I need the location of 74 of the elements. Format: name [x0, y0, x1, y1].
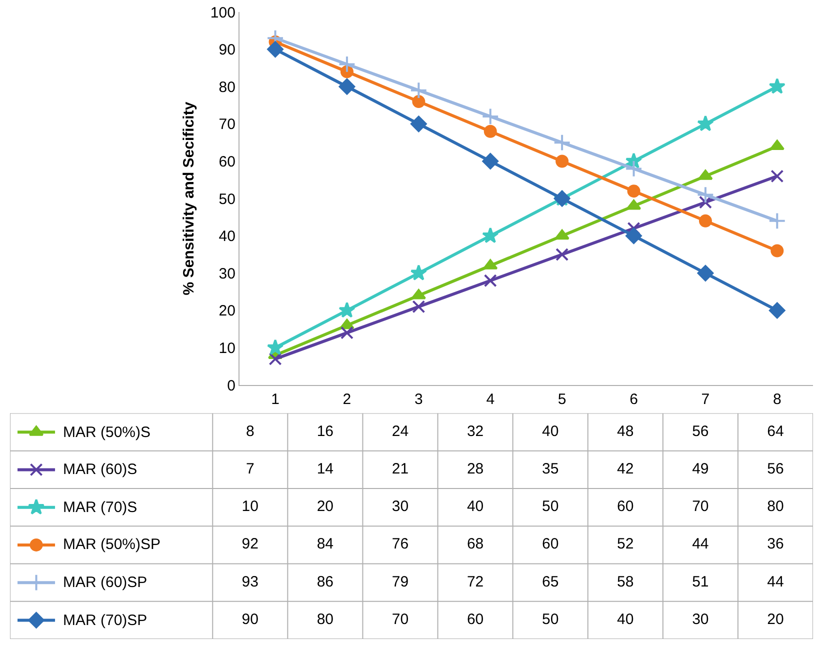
data-label: 14: [316, 460, 334, 478]
legend-label: MAR (70)S: [63, 499, 138, 516]
data-label: 44: [692, 536, 709, 553]
data-label: 70: [392, 610, 409, 628]
y-tick-label: 100: [210, 4, 236, 22]
data-label: 10: [242, 498, 258, 516]
data-label: 51: [692, 573, 709, 590]
data-label: 60: [466, 610, 484, 628]
data-label: 72: [466, 573, 484, 590]
data-label: 42: [617, 460, 634, 478]
data-label: 44: [767, 573, 784, 590]
data-label: 86: [316, 573, 334, 590]
legend-label: MAR (60)SP: [63, 574, 148, 591]
data-label: 40: [466, 498, 484, 516]
data-label: 32: [466, 422, 484, 440]
data-label: 16: [316, 422, 334, 440]
data-label: 40: [617, 610, 634, 628]
x-tick-label: 4: [486, 391, 495, 408]
x-tick-label: 6: [630, 391, 638, 408]
data-label: 70: [692, 498, 709, 516]
y-tick-label: 0: [227, 377, 236, 394]
data-label: 30: [692, 610, 709, 628]
data-label: 90: [242, 610, 258, 628]
data-label: 65: [542, 573, 559, 590]
data-label: 36: [767, 536, 784, 553]
data-label: 50: [542, 498, 559, 516]
data-label: 30: [392, 498, 409, 516]
data-label: 56: [767, 460, 784, 478]
data-label: 24: [392, 422, 409, 440]
data-label: 84: [316, 536, 334, 553]
data-label: 8: [246, 422, 254, 440]
data-label: 48: [617, 422, 634, 440]
data-label: 93: [242, 573, 258, 590]
y-tick-label: 10: [218, 340, 236, 358]
legend-label: MAR (50%)S: [63, 424, 151, 441]
data-label: 80: [316, 610, 334, 628]
data-label: 49: [692, 460, 709, 478]
x-tick-label: 5: [558, 391, 566, 408]
data-label: 21: [392, 460, 409, 478]
y-tick-label: 90: [218, 42, 236, 59]
data-label: 56: [692, 422, 709, 440]
y-tick-label: 30: [218, 265, 236, 282]
data-label: 50: [542, 610, 559, 628]
data-label: 76: [392, 536, 409, 553]
data-label: 7: [246, 460, 254, 478]
data-label: 80: [767, 498, 784, 516]
x-tick-label: 8: [772, 391, 782, 408]
data-label: 60: [617, 498, 634, 516]
x-tick-label: 3: [414, 391, 423, 408]
data-label: 79: [392, 573, 409, 590]
data-label: 60: [542, 536, 559, 553]
y-tick-label: 70: [218, 116, 236, 134]
x-tick-label: 1: [271, 391, 280, 408]
data-label: 40: [542, 422, 559, 440]
y-tick-label: 60: [218, 153, 236, 170]
y-axis-title: % Sensitivity and Secificity: [180, 101, 198, 296]
data-label: 20: [767, 610, 784, 628]
data-label: 68: [466, 536, 484, 553]
y-tick-label: 50: [218, 190, 236, 208]
data-label: 28: [466, 460, 484, 478]
y-tick-label: 20: [218, 302, 236, 320]
legend-label: MAR (50%)SP: [63, 536, 161, 553]
y-tick-label: 80: [218, 78, 236, 96]
y-tick-label: 40: [218, 228, 236, 246]
legend-label: MAR (60)S: [63, 461, 138, 478]
data-label: 92: [242, 536, 258, 553]
x-tick-label: 7: [701, 391, 710, 408]
data-label: 58: [617, 573, 634, 590]
data-label: 64: [767, 422, 784, 440]
data-label: 20: [316, 498, 334, 516]
data-label: 35: [542, 460, 559, 478]
legend-label: MAR (70)SP: [63, 612, 148, 629]
x-tick-label: 2: [342, 391, 352, 408]
data-label: 52: [617, 536, 634, 553]
